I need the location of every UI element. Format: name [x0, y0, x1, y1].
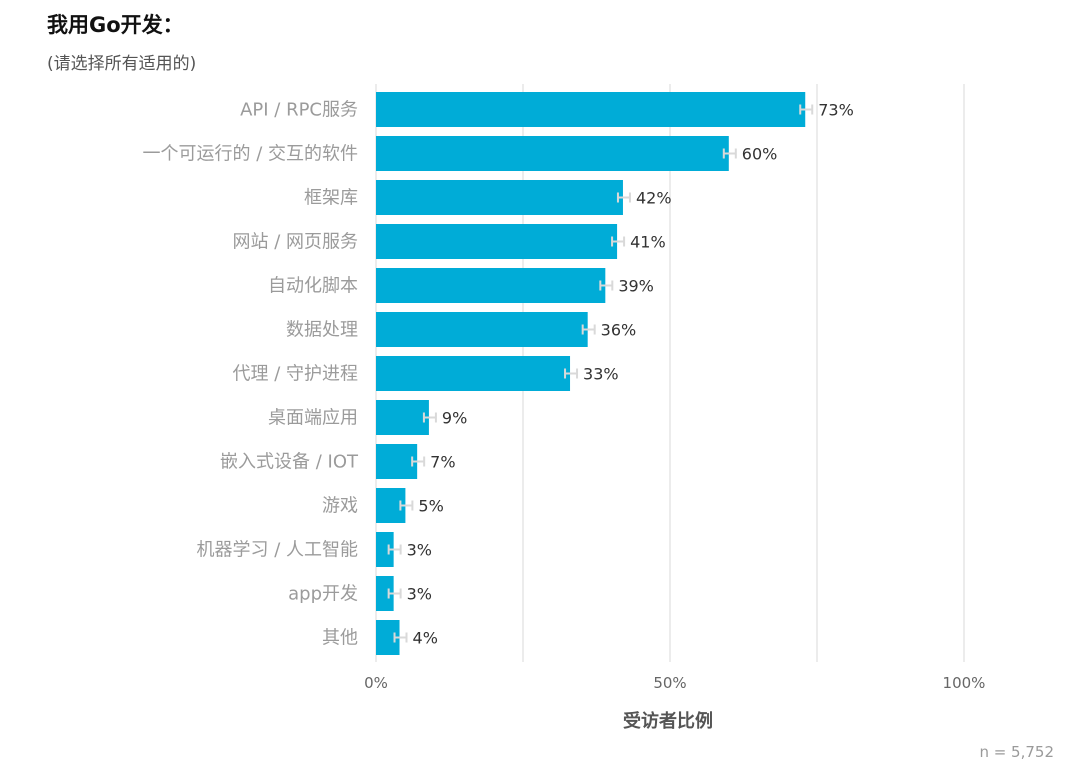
value-label: 41% [630, 233, 666, 252]
category-label: 自动化脚本 [268, 276, 358, 297]
value-label: 3% [407, 585, 432, 604]
value-label: 3% [407, 541, 432, 560]
bar [376, 576, 394, 611]
bar [376, 180, 623, 215]
sample-size-note: n = 5,752 [979, 743, 1054, 761]
category-label: 其他 [322, 628, 358, 649]
x-tick-label: 100% [943, 674, 986, 692]
bar [376, 312, 588, 347]
bar [376, 620, 400, 655]
value-label: 5% [418, 497, 443, 516]
category-label: 框架库 [304, 188, 358, 209]
bar [376, 136, 729, 171]
category-label: API / RPC服务 [240, 100, 358, 121]
category-label: 嵌入式设备 / IOT [220, 452, 359, 473]
value-label: 73% [818, 101, 854, 120]
bar [376, 224, 618, 259]
category-label: 机器学习 / 人工智能 [196, 540, 358, 561]
category-label: app开发 [288, 584, 358, 605]
category-label: 桌面端应用 [268, 408, 358, 429]
value-label: 60% [742, 145, 778, 164]
bar [376, 532, 394, 567]
x-tick-label: 0% [364, 674, 388, 692]
category-label: 游戏 [322, 496, 358, 517]
value-label: 42% [636, 189, 672, 208]
value-label: 39% [618, 277, 654, 296]
bar [376, 444, 418, 479]
bar [376, 400, 429, 435]
value-label: 9% [442, 409, 467, 428]
bar [376, 92, 806, 127]
category-label: 一个可运行的 / 交互的软件 [142, 144, 358, 165]
category-label: 数据处理 [286, 320, 358, 341]
value-label: 4% [413, 629, 438, 648]
value-label: 33% [583, 365, 619, 384]
value-label: 36% [601, 321, 637, 340]
bar [376, 268, 606, 303]
category-label: 代理 / 守护进程 [232, 364, 358, 385]
x-axis-label: 受访者比例 [623, 711, 713, 732]
x-tick-label: 50% [653, 674, 686, 692]
category-label: 网站 / 网页服务 [232, 232, 358, 253]
value-label: 7% [430, 453, 455, 472]
bar [376, 356, 571, 391]
chart-title: 我用Go开发： [47, 13, 184, 37]
chart-subtitle: (请选择所有适用的) [47, 54, 197, 74]
